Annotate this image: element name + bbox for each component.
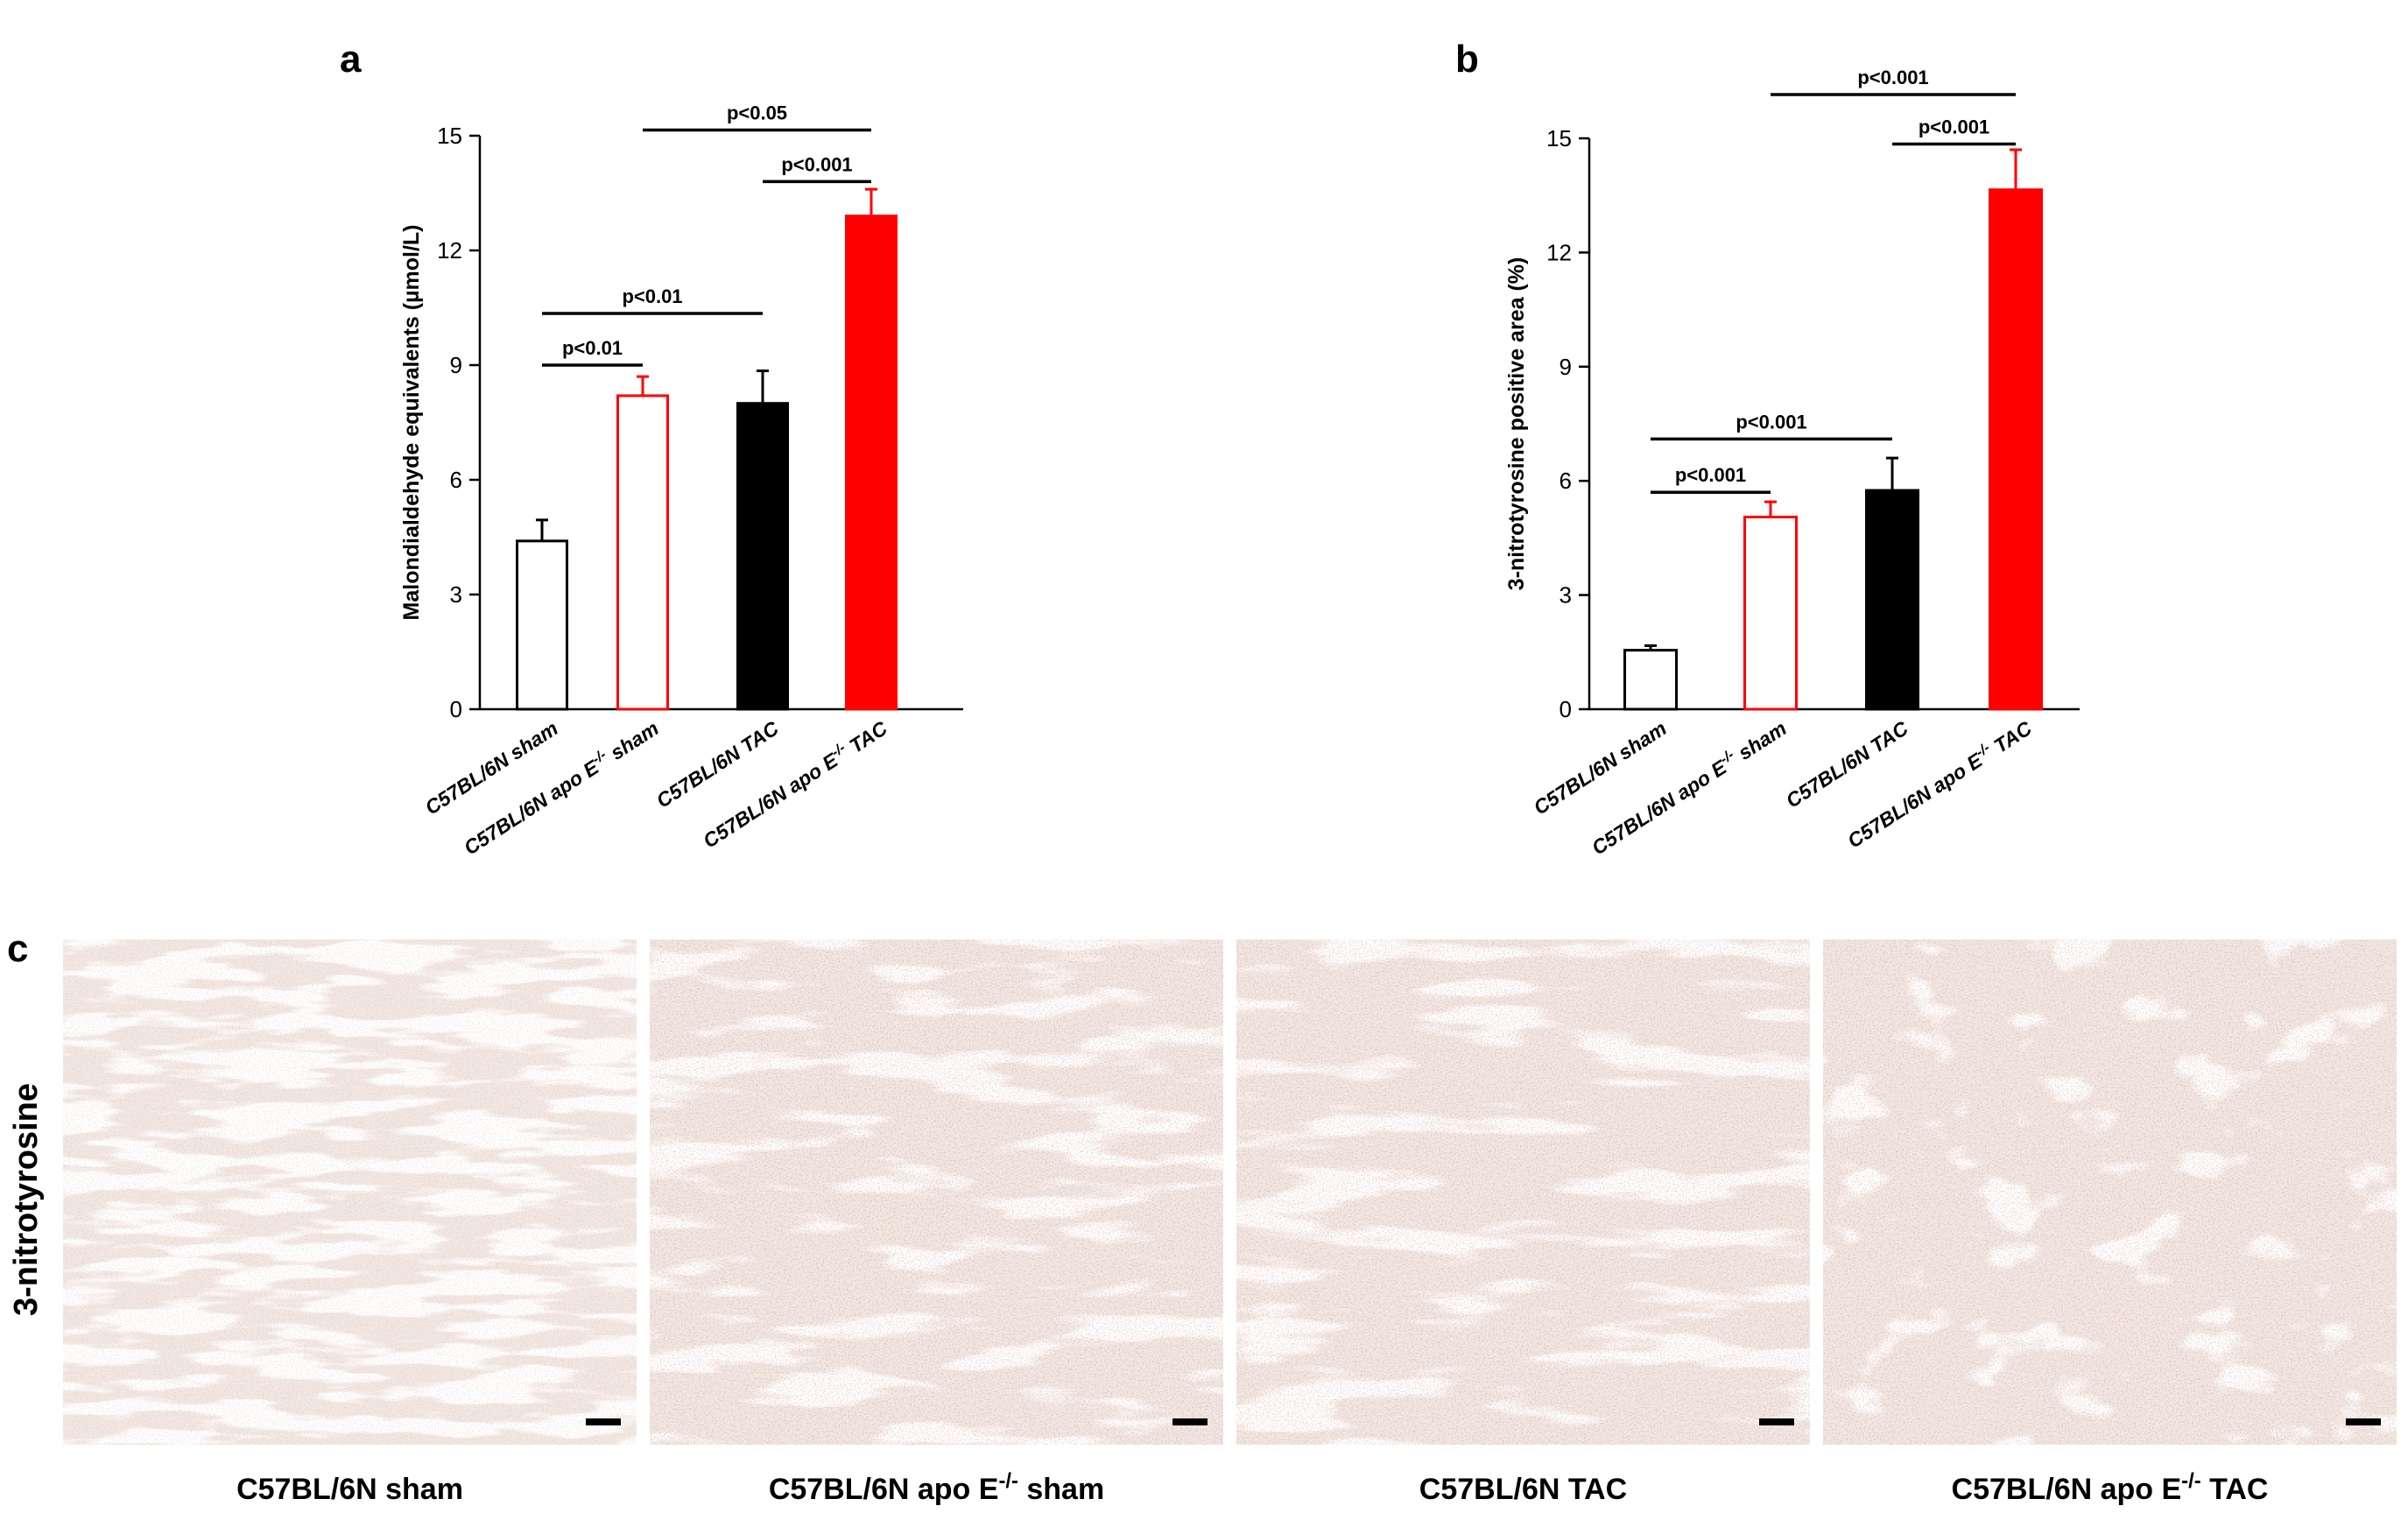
micrograph-row: C57BL/6N sham C57BL/6N apo E-/- sham C57BL… [63,939,2397,1506]
bar [845,215,898,711]
micrograph-caption: C57BL/6N TAC [1419,1473,1627,1506]
p-value-label: p<0.001 [1857,67,1928,88]
y-tick-label: 6 [450,467,462,493]
p-value-label: p<0.01 [562,337,623,359]
p-value-label: p<0.001 [1919,116,1989,138]
micrograph-grain [1236,939,1810,1445]
micrograph-grain [650,939,1223,1445]
y-axis-title: Malondialdehyde equivalents (µmol/L) [399,225,424,621]
chart-panel-b: 0 3 6 9 12 15 3-nitrotyrosine positive area (%… [1504,67,2080,859]
p-value-label: p<0.001 [1675,464,1746,486]
micrograph-row-label: 3-nitrotyrosine [8,1083,45,1316]
micrograph-grain [1823,939,2397,1445]
y-tick-label: 15 [437,123,462,149]
bar [1743,515,1798,711]
p-value-label: p<0.001 [1736,411,1806,433]
bar [616,394,669,711]
bar [736,402,789,711]
scale-bar [1172,1418,1208,1425]
bar [1989,188,2043,711]
scale-bar [1759,1418,1794,1425]
bar [516,539,568,711]
y-tick-label: 3 [1560,582,1572,609]
panel-letter-a: a [340,38,362,81]
x-category-label: C57BL/6N apo E-/- sham [1587,715,1791,860]
p-value-label: p<0.001 [781,153,852,175]
x-category-label: C57BL/6N apo E-/- sham [459,715,663,860]
y-tick-label: 0 [1560,696,1572,722]
panel-letter-c: c [7,927,28,970]
y-tick-label: 3 [450,581,462,608]
scale-bar [586,1418,621,1425]
y-tick-label: 6 [1560,468,1572,494]
y-tick-label: 9 [1560,354,1572,380]
y-tick-label: 15 [1546,125,1572,151]
micrograph-caption: C57BL/6N apo E-/- sham [769,1469,1104,1507]
y-tick-label: 12 [1546,239,1572,265]
x-category-label: C57BL/6N apo E-/- TAC [698,714,891,852]
micrograph-panel: C57BL/6N TAC [1236,939,1810,1506]
panel-letter-b: b [1455,38,1479,81]
micrograph-caption: C57BL/6N apo E-/- TAC [1952,1469,2269,1507]
micrograph-caption: C57BL/6N sham [236,1473,463,1506]
micrograph-panel: C57BL/6N apo E-/- sham [650,939,1223,1506]
micrograph-grain [63,939,637,1445]
y-tick-label: 12 [437,237,462,264]
x-category-label: C57BL/6N TAC [1782,716,1912,812]
chart-panel-a: 0 3 6 9 12 15 Malondialdehyde equivalents (µmo… [399,102,963,859]
y-axis-title: 3-nitrotyrosine positive area (%) [1504,257,1529,591]
micrograph-panel: C57BL/6N apo E-/- TAC [1823,939,2397,1506]
micrograph-panel: C57BL/6N sham [63,939,637,1506]
bar [1623,649,1678,711]
scale-bar [2346,1418,2381,1425]
p-value-label: p<0.05 [727,102,787,123]
y-tick-label: 0 [450,696,462,722]
bar [1865,489,1919,711]
p-value-label: p<0.01 [622,285,682,307]
y-tick-label: 9 [450,352,462,378]
